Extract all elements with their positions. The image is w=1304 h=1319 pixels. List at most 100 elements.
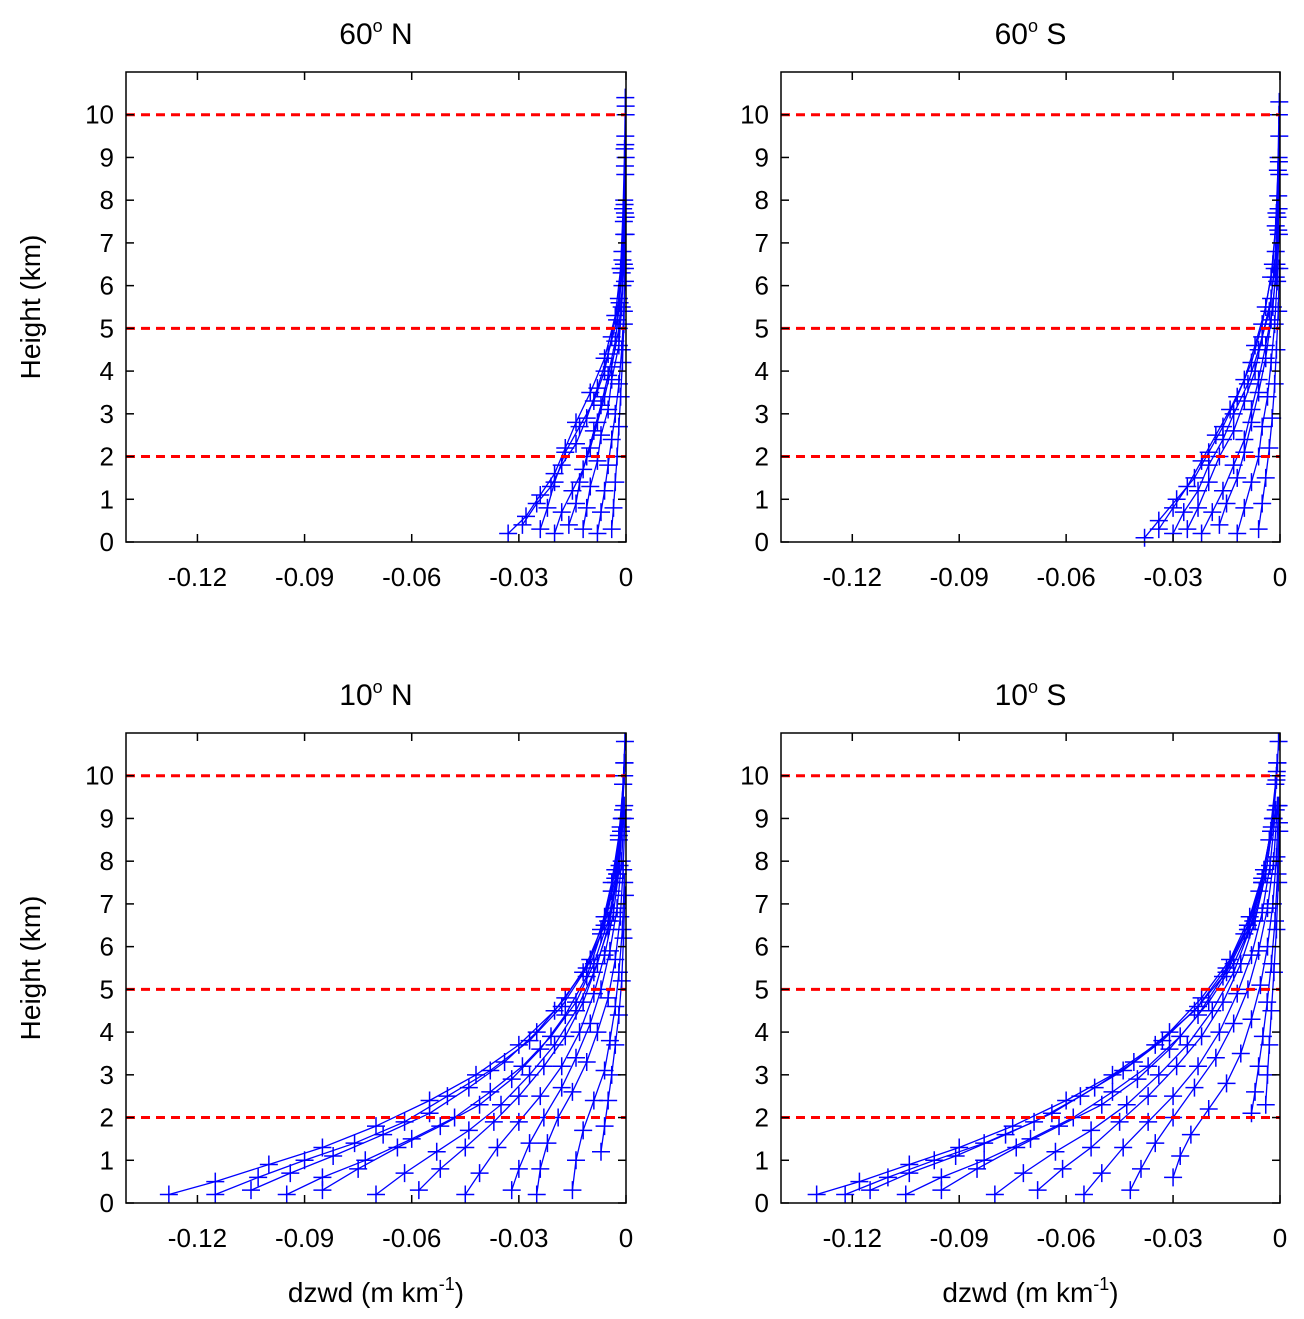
series-line	[1083, 809, 1277, 1195]
data-point-marker	[538, 1134, 557, 1153]
data-point-marker	[470, 1164, 489, 1183]
y-tick-label: 10	[85, 761, 114, 791]
data-point-marker	[595, 481, 614, 500]
x-tick-label: -0.03	[1143, 1223, 1202, 1253]
data-point-marker	[609, 417, 628, 436]
data-point-marker	[836, 1185, 855, 1204]
data-point-marker	[615, 886, 634, 905]
data-point-marker	[1246, 912, 1265, 930]
data-point-marker	[1153, 1031, 1172, 1050]
data-point-marker	[1189, 481, 1208, 500]
data-point-marker	[1210, 1023, 1229, 1042]
data-point-marker	[1235, 443, 1254, 462]
data-point-marker	[584, 392, 603, 410]
data-point-marker	[552, 1078, 571, 1097]
data-point-marker	[609, 336, 628, 355]
data-point-marker	[1235, 498, 1254, 517]
series-profile-8	[456, 800, 633, 1204]
data-point-marker	[1268, 753, 1287, 772]
axes-frame	[125, 732, 627, 1204]
data-point-marker	[1228, 468, 1247, 487]
data-point-marker	[1262, 1001, 1281, 1020]
x-tick-label: 0	[1273, 562, 1287, 592]
y-tick-label: 2	[100, 442, 114, 472]
data-point-marker	[595, 1117, 614, 1136]
data-point-marker	[1189, 1057, 1208, 1076]
data-point-marker	[1185, 468, 1204, 487]
data-point-marker	[1268, 272, 1287, 291]
series-line	[168, 741, 626, 1196]
y-tick-label: 0	[100, 527, 114, 557]
series-profile-12	[592, 886, 634, 1161]
data-point-marker	[1213, 481, 1232, 500]
series-profile-5	[313, 775, 633, 1200]
data-point-marker	[1003, 1117, 1022, 1136]
data-point-marker	[552, 503, 571, 522]
data-point-marker	[1174, 503, 1193, 522]
y-tick-label: 5	[100, 313, 114, 343]
y-tick-label: 4	[755, 1017, 769, 1047]
data-point-marker	[577, 1053, 596, 1071]
data-point-marker	[431, 1117, 450, 1136]
data-point-marker	[896, 1185, 915, 1204]
data-point-marker	[1262, 353, 1281, 372]
series-profile-1	[807, 732, 1288, 1204]
panel-10n: -0.12 -0.09 -0.06 -0.03 0 0 1 2 3 4 5 6 7 8 9 10 10o N He…	[15, 677, 634, 1308]
data-point-marker	[520, 1134, 539, 1153]
data-point-marker	[588, 1023, 607, 1042]
data-point-marker	[574, 993, 593, 1012]
y-tick-label: 6	[755, 932, 769, 962]
data-point-marker	[604, 903, 623, 922]
data-point-marker	[1228, 984, 1247, 1003]
y-tick-label: 8	[100, 185, 114, 215]
data-point-marker	[1249, 941, 1268, 960]
data-point-marker	[606, 950, 625, 969]
data-point-marker	[531, 1087, 550, 1106]
data-point-marker	[1203, 503, 1222, 522]
data-point-marker	[259, 1155, 278, 1174]
series-line	[1172, 805, 1280, 1178]
series-profile-3	[242, 753, 634, 1200]
data-point-marker	[520, 1065, 539, 1084]
series-profile-8	[1249, 259, 1289, 539]
data-point-marker	[602, 370, 621, 389]
data-point-marker	[409, 1181, 428, 1200]
data-point-marker	[513, 515, 532, 534]
data-point-marker	[1042, 1104, 1061, 1123]
x-tick-label: -0.12	[168, 1223, 227, 1253]
data-point-marker	[563, 1181, 582, 1200]
y-tick-label: 5	[755, 974, 769, 1004]
data-point-marker	[1231, 1044, 1250, 1063]
data-point-marker	[1231, 954, 1250, 973]
x-tick-label: -0.06	[382, 1223, 441, 1253]
data-point-marker	[1258, 993, 1277, 1012]
panel-10s: -0.12 -0.09 -0.06 -0.03 0 0 1 2 3 4 5 6 7 8 9 10 10o S dz…	[740, 677, 1289, 1308]
data-point-marker	[614, 860, 633, 879]
x-tick-label: -0.09	[275, 1223, 334, 1253]
data-point-marker	[1213, 993, 1232, 1012]
chart-title: 10o S	[995, 677, 1067, 712]
y-tick-label: 4	[755, 356, 769, 386]
data-point-marker	[1251, 976, 1270, 995]
series-profile-7	[1228, 225, 1288, 543]
series-line	[511, 805, 625, 1191]
y-tick-label: 9	[100, 142, 114, 172]
data-point-marker	[242, 1181, 260, 1200]
data-point-marker	[1262, 954, 1281, 973]
data-point-marker	[1192, 524, 1211, 543]
data-point-marker	[599, 456, 618, 475]
series-profile-2	[206, 766, 633, 1204]
data-point-marker	[1192, 1027, 1211, 1046]
data-point-marker	[1269, 225, 1288, 244]
data-point-marker	[1053, 1159, 1072, 1178]
data-point-marker	[584, 421, 603, 440]
y-axis-label: Height (km)	[15, 235, 46, 380]
axes-frame	[125, 71, 627, 543]
data-point-marker	[470, 1095, 489, 1114]
data-point-marker	[588, 954, 607, 973]
data-point-marker	[570, 417, 589, 436]
data-point-marker	[542, 477, 560, 496]
data-point-marker	[574, 1121, 593, 1140]
data-point-marker	[1242, 413, 1261, 432]
data-point-marker	[356, 1151, 375, 1170]
